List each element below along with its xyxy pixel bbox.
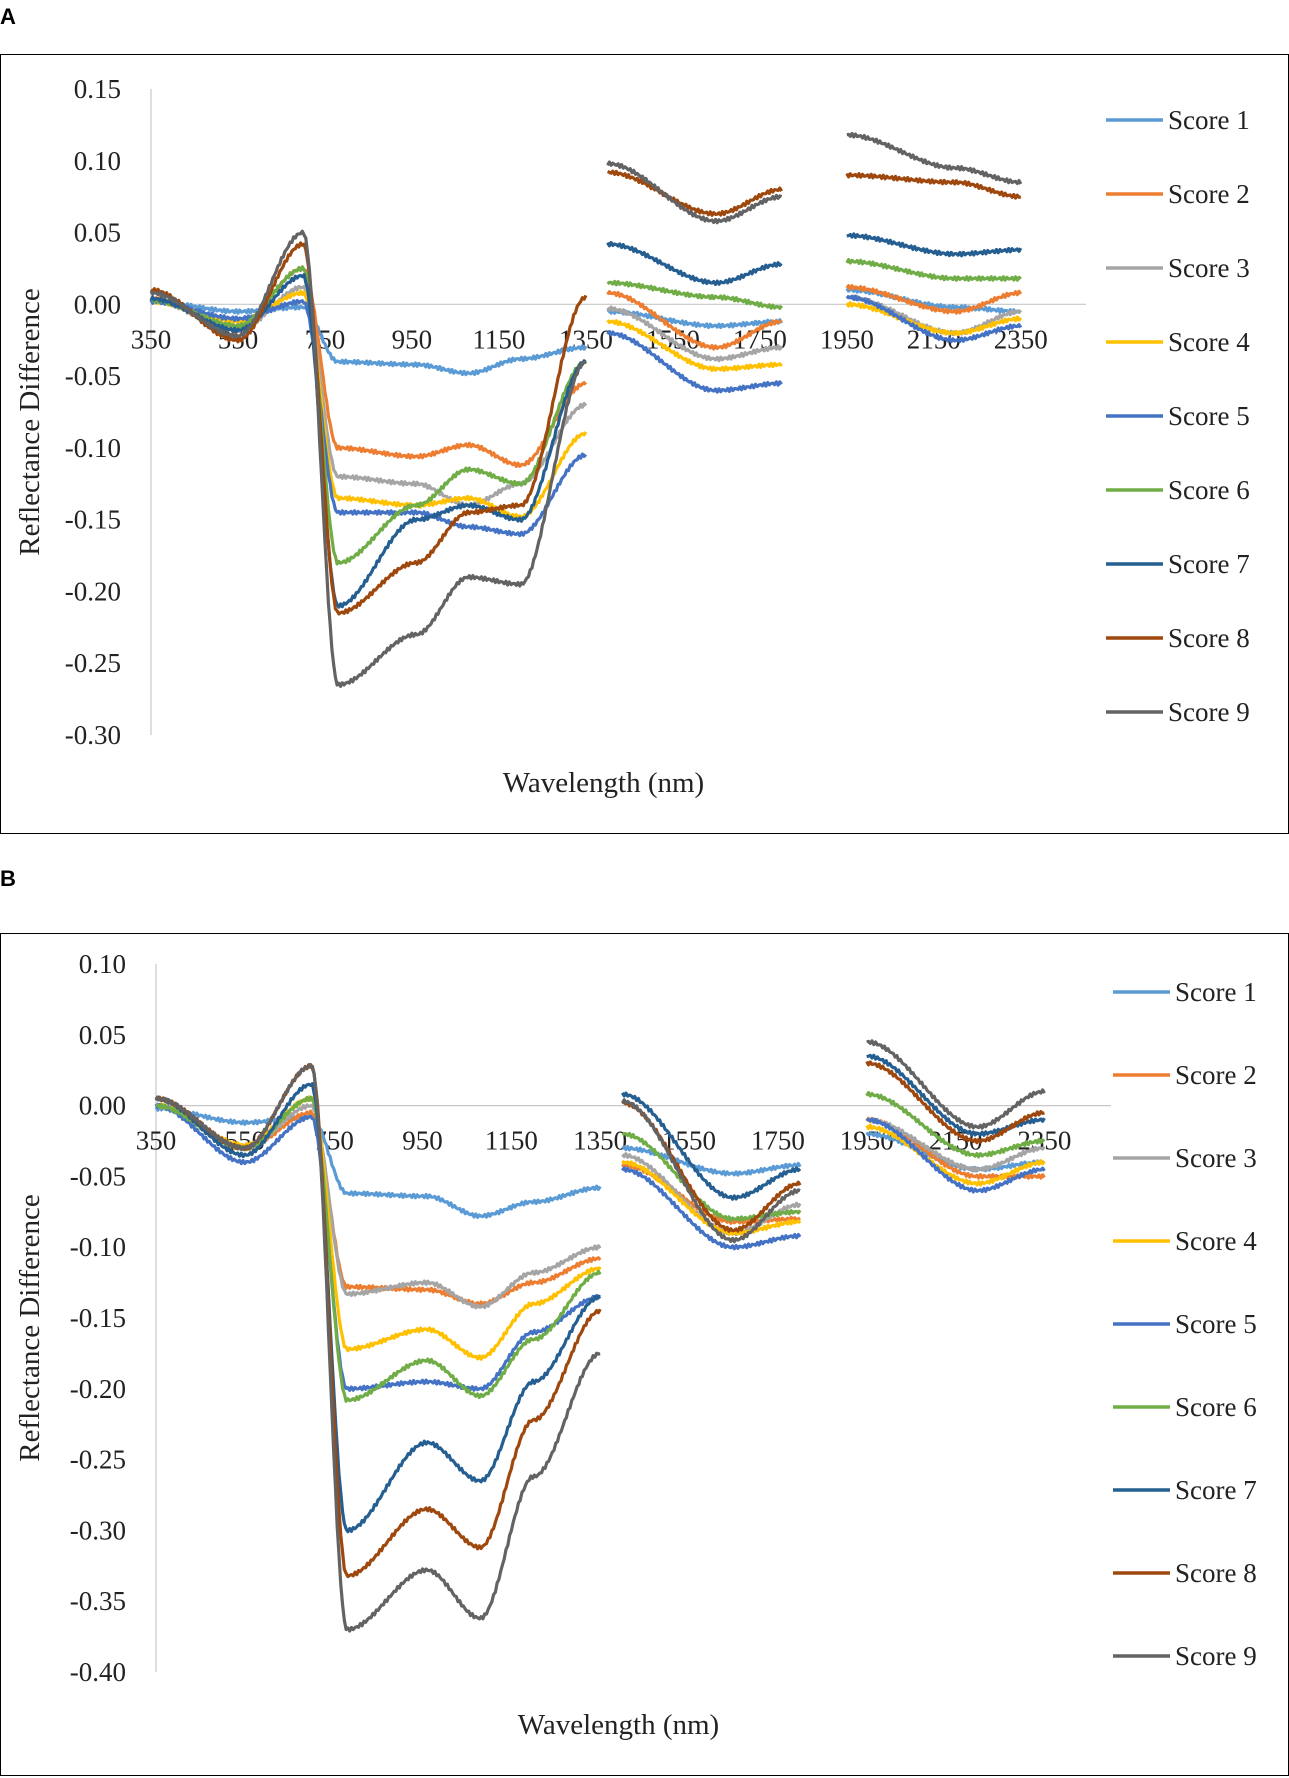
chart-b-legend-label: Score 5	[1175, 1309, 1257, 1339]
chart-b-legend-label: Score 9	[1175, 1641, 1257, 1671]
chart-b-legend-label: Score 8	[1175, 1558, 1257, 1588]
chart-a-legend-label: Score 2	[1168, 179, 1250, 209]
chart-a-series-line-4-segment-2	[606, 319, 783, 373]
chart-b-x-tick-label: 950	[402, 1126, 443, 1156]
chart-a-legend-label: Score 3	[1168, 253, 1250, 283]
chart-a-series-line-8-segment-1	[149, 241, 588, 616]
chart-a-y-tick-label: -0.15	[65, 505, 121, 535]
chart-frame-a: 0.15 0.10 0.05 0.00 -0.05 -0.10 -0.15 -0.20 -0.2…	[0, 54, 1289, 834]
chart-b-series-line-1-segment-1	[154, 1105, 602, 1219]
chart-a-x-tick-label: 1950	[820, 324, 874, 354]
chart-a-y-tick-label: -0.20	[65, 576, 121, 606]
chart-a-series-line-4-segment-3	[845, 301, 1023, 337]
chart-a-series-line-9-segment-1	[149, 229, 587, 688]
chart-b-y-tick-label: 0.00	[79, 1091, 126, 1121]
chart-a-series-line-3-segment-2	[606, 305, 783, 363]
chart-b-x-axis-title: Wavelength (nm)	[518, 1709, 719, 1741]
chart-a-legend-label: Score 4	[1168, 327, 1250, 357]
chart-b-x-tick-label: 1350	[573, 1126, 627, 1156]
chart-a-series-line-9-segment-2	[606, 160, 783, 225]
chart-a-series-line-5-segment-3	[845, 294, 1023, 344]
chart-b-series-line-7-segment-1	[154, 1082, 601, 1534]
chart-b-series-line-8-segment-3	[865, 1060, 1045, 1145]
chart-a-y-tick-label: -0.30	[65, 720, 121, 750]
chart-a-y-tick-label: 0.00	[74, 289, 121, 319]
chart-b-series-line-6-segment-3	[865, 1091, 1046, 1159]
chart-b-x-tick-label: 1550	[662, 1126, 716, 1156]
chart-b-legend-label: Score 7	[1175, 1475, 1257, 1505]
chart-b-y-tick-label: 0.10	[79, 949, 126, 979]
chart-a-series-line-5-segment-1	[149, 298, 588, 538]
chart-a-legend-label: Score 9	[1168, 697, 1250, 727]
chart-a-y-tick-label: 0.05	[74, 218, 121, 248]
chart-a-series-line-7-segment-2	[606, 240, 783, 286]
chart-b-y-tick-label: -0.05	[70, 1161, 126, 1191]
chart-a-series-line-2-segment-3	[845, 284, 1023, 315]
chart-a-series-line-7-segment-3	[846, 232, 1023, 258]
chart-a-series-line-6-segment-2	[606, 279, 783, 310]
chart-b-series-line-4-segment-3	[865, 1123, 1046, 1187]
chart-a-series-line-7-segment-1	[149, 273, 587, 609]
chart-b-legend-label: Score 4	[1175, 1226, 1257, 1256]
chart-b-series-line-9-segment-1	[154, 1063, 601, 1633]
panel-label-b: B	[0, 866, 16, 891]
chart-a: 0.15 0.10 0.05 0.00 -0.05 -0.10 -0.15 -0.20 -0.2…	[14, 74, 1250, 799]
chart-a-y-axis-title: Reflectance Difference	[14, 288, 46, 556]
chart-a-legend-label: Score 5	[1168, 401, 1250, 431]
chart-a-x-tick-label: 950	[392, 324, 433, 354]
chart-b-y-tick-label: -0.15	[70, 1303, 126, 1333]
chart-a-series-line-2-segment-1	[150, 265, 588, 468]
chart-a-legend-label: Score 7	[1168, 549, 1250, 579]
chart-b-series-line-5-segment-3	[865, 1117, 1046, 1194]
chart-a-y-tick-label: 0.15	[74, 74, 121, 104]
chart-a-series-line-1-segment-2	[606, 308, 784, 330]
chart-a-series-line-6-segment-1	[150, 265, 588, 566]
chart-a-series-line-5-segment-2	[606, 329, 783, 394]
chart-a-series-line-8-segment-2	[606, 169, 783, 217]
chart-a-y-tick-label: -0.10	[65, 433, 121, 463]
chart-b-y-tick-label: 0.05	[79, 1020, 126, 1050]
chart-a-y-tick-label: 0.10	[74, 146, 121, 176]
chart-a-y-tick-label: -0.25	[65, 648, 121, 678]
chart-b-y-tick-label: -0.20	[70, 1374, 126, 1404]
chart-b-legend-label: Score 1	[1175, 977, 1257, 1007]
chart-b-y-tick-label: -0.40	[70, 1657, 126, 1687]
chart-a-legend-label: Score 8	[1168, 623, 1250, 653]
chart-a-legend-label: Score 6	[1168, 475, 1250, 505]
chart-b-legend-label: Score 6	[1175, 1392, 1257, 1422]
chart-a-series-line-6-segment-3	[845, 258, 1022, 282]
chart-b-series-line-3-segment-3	[865, 1117, 1046, 1173]
chart-b-y-tick-label: -0.35	[70, 1586, 126, 1616]
chart-b-y-tick-label: -0.30	[70, 1515, 126, 1545]
chart-b-legend-label: Score 2	[1175, 1060, 1257, 1090]
chart-a-series-line-1-segment-1	[149, 298, 588, 377]
chart-a-x-tick-label: 1150	[472, 324, 525, 354]
panel-label-a: A	[0, 4, 16, 29]
chart-b-series-line-9-segment-2	[621, 1098, 801, 1244]
chart-frame-b: 0.10 0.05 0.00 -0.05 -0.10 -0.15 -0.20 -0.25 -0.…	[0, 933, 1289, 1776]
chart-b-series-line-9-segment-3	[866, 1039, 1046, 1130]
chart-a-x-axis-title: Wavelength (nm)	[503, 767, 704, 799]
chart-b-y-tick-label: -0.10	[70, 1232, 126, 1262]
chart-a-series-line-8-segment-3	[845, 172, 1022, 200]
chart-b-x-tick-label: 350	[136, 1126, 177, 1156]
chart-b-series-line-7-segment-2	[621, 1091, 802, 1201]
chart-b: 0.10 0.05 0.00 -0.05 -0.10 -0.15 -0.20 -0.25 -0.…	[14, 949, 1257, 1741]
chart-b-x-tick-label: 1150	[485, 1126, 538, 1156]
chart-a-series-line-9-segment-3	[846, 131, 1023, 186]
chart-b-y-tick-label: -0.25	[70, 1445, 126, 1475]
chart-a-x-tick-label: 350	[131, 324, 172, 354]
chart-b-series-line-6-segment-2	[621, 1131, 802, 1222]
chart-a-y-tick-label: -0.05	[65, 361, 121, 391]
chart-b-series-line-5-segment-2	[621, 1166, 802, 1251]
chart-b-x-tick-label: 1750	[751, 1126, 805, 1156]
chart-b-legend-label: Score 3	[1175, 1143, 1257, 1173]
chart-b-y-axis-title: Reflectance Difference	[14, 1194, 46, 1462]
chart-a-series-line-2-segment-2	[606, 290, 783, 351]
chart-a-legend-label: Score 1	[1168, 105, 1250, 135]
